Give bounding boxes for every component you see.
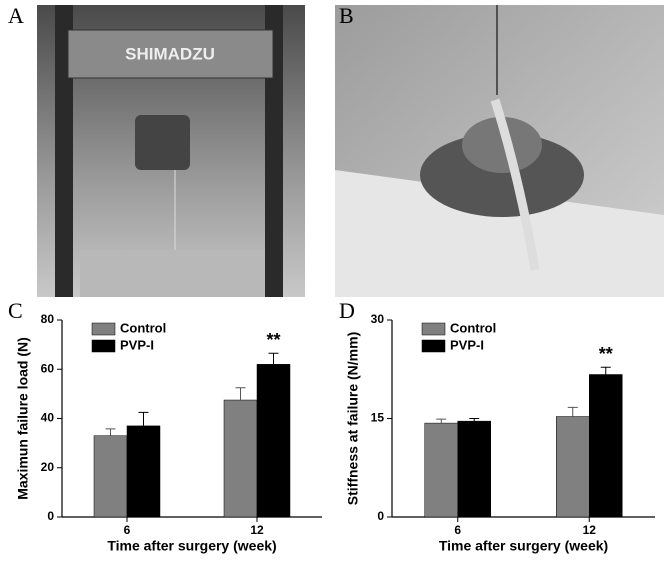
y-tick-label: 15 (371, 411, 385, 425)
legend-swatch (421, 339, 446, 353)
error-bar (105, 428, 116, 436)
legend-swatch (91, 339, 116, 353)
legend-label: PVP-I (450, 337, 484, 352)
x-axis-label: Time after surgery (week) (439, 538, 608, 554)
error-bar (469, 418, 480, 422)
error-bar (268, 352, 279, 365)
legend-swatch (421, 322, 446, 336)
legend-label: Control (450, 320, 496, 335)
bar (556, 416, 590, 518)
photo-a: SHIMADZU (37, 5, 305, 297)
panel-label: C (8, 298, 23, 323)
bar (256, 364, 291, 518)
y-tick-label: 0 (377, 509, 384, 523)
error-bar (436, 418, 447, 424)
bar (223, 399, 258, 518)
bar (93, 435, 128, 518)
y-tick-label: 80 (41, 312, 55, 326)
bar (457, 420, 491, 518)
legend-label: PVP-I (120, 337, 154, 352)
annotation: ** (599, 344, 613, 364)
legend-label: Control (120, 320, 166, 335)
y-axis-label: Stiffness at failure (N/mm) (345, 332, 361, 505)
photo-b (335, 5, 664, 297)
error-bar (567, 406, 578, 417)
bar (424, 422, 458, 518)
x-tick-label: 6 (454, 523, 461, 537)
error-bar (138, 411, 149, 426)
photo-text: SHIMADZU (125, 44, 215, 63)
x-tick-label: 6 (124, 523, 131, 537)
annotation: ** (266, 330, 280, 350)
bar (126, 425, 161, 518)
panel-label: A (8, 3, 24, 28)
error-bar (600, 366, 611, 375)
panel-label: B (339, 3, 354, 28)
panel-label: D (339, 298, 355, 323)
y-tick-label: 0 (47, 509, 54, 523)
x-tick-label: 12 (250, 523, 264, 537)
y-axis-label: Maximun failure load (N) (15, 337, 31, 500)
y-tick-label: 60 (41, 361, 55, 375)
y-tick-label: 20 (41, 460, 55, 474)
x-axis-label: Time after surgery (week) (107, 538, 276, 554)
legend-swatch (91, 322, 116, 336)
y-tick-label: 30 (371, 312, 385, 326)
x-tick-label: 12 (583, 523, 597, 537)
y-tick-label: 40 (41, 411, 55, 425)
bar (589, 374, 623, 518)
error-bar (235, 387, 246, 401)
